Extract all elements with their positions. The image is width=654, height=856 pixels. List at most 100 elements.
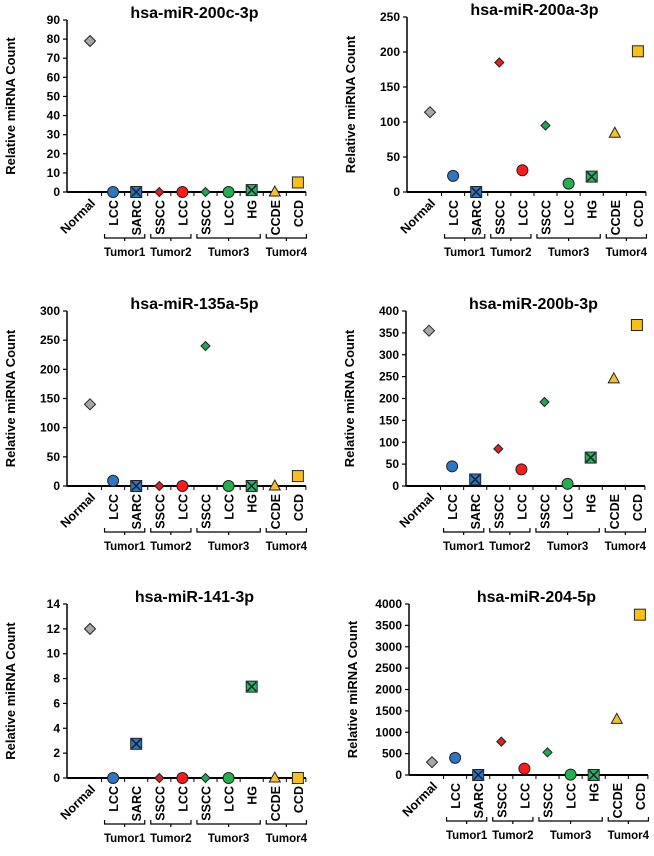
y-axis-label: Relative miRNA Count bbox=[345, 620, 360, 758]
group-label: Tumor3 bbox=[550, 830, 591, 842]
x-tick-label: Normal bbox=[58, 782, 98, 822]
group-bracket bbox=[607, 817, 650, 824]
x-tick-label: SARC bbox=[130, 200, 144, 235]
y-tick-label: 500 bbox=[382, 747, 402, 761]
data-point-sscc bbox=[200, 772, 211, 784]
x-tick-label: HG bbox=[246, 786, 260, 805]
y-tick-label: 250 bbox=[380, 10, 400, 24]
y-tick-label: 10 bbox=[47, 647, 61, 661]
data-point-lcc bbox=[449, 751, 462, 764]
group-bracket bbox=[490, 234, 532, 241]
data-point-lcc bbox=[222, 772, 235, 784]
y-tick-label: 1000 bbox=[375, 725, 402, 739]
data-point-sscc bbox=[200, 186, 211, 198]
x-tick-label: CCDE bbox=[269, 200, 283, 235]
data-point-lcc bbox=[176, 480, 189, 492]
x-tick-label: HG bbox=[246, 200, 260, 219]
y-tick-label: 0 bbox=[53, 479, 60, 493]
group-label: Tumor3 bbox=[208, 541, 249, 553]
x-tick-label: Normal bbox=[400, 779, 440, 819]
data-point-sscc bbox=[154, 480, 165, 492]
data-point-ccd bbox=[291, 470, 304, 483]
y-axis-label: Relative miRNA Count bbox=[3, 622, 18, 760]
group-label: Tumor1 bbox=[444, 247, 486, 259]
data-point-hg bbox=[587, 769, 600, 781]
data-point-ccde bbox=[607, 371, 621, 384]
group-label: Tumor1 bbox=[104, 833, 146, 845]
x-tick-label: CCD bbox=[634, 783, 648, 810]
data-point-sarc bbox=[470, 186, 483, 198]
chart-panel-5: hsa-miR-141-3p Relative miRNA Count 0 2 4 6 8 1… bbox=[3, 589, 308, 845]
x-tick-label: CCD bbox=[292, 200, 306, 227]
group-label: Tumor1 bbox=[443, 541, 485, 553]
x-tick-label: Normal bbox=[397, 490, 437, 530]
data-point-lcc bbox=[222, 480, 235, 492]
group-label: Tumor4 bbox=[266, 247, 308, 259]
data-point-lcc bbox=[446, 460, 459, 473]
group-label: Tumor4 bbox=[606, 247, 648, 259]
y-tick-label: 100 bbox=[380, 115, 400, 129]
y-tick-label: 0 bbox=[53, 185, 60, 199]
data-point-normal bbox=[83, 34, 97, 48]
data-point-lcc bbox=[518, 762, 531, 775]
y-tick-label: 20 bbox=[47, 147, 61, 161]
group-bracket bbox=[445, 817, 488, 824]
data-point-normal bbox=[425, 755, 439, 769]
data-point-lcc bbox=[447, 169, 460, 182]
y-tick-label: 1500 bbox=[375, 704, 402, 718]
x-tick-label: LCC bbox=[107, 786, 121, 812]
x-tick-label: LCC bbox=[516, 200, 530, 226]
y-tick-label: 4000 bbox=[375, 597, 402, 611]
data-point-lcc bbox=[107, 772, 120, 784]
y-tick-label: 0 bbox=[392, 479, 399, 493]
data-point-sscc bbox=[542, 747, 553, 758]
x-tick-label: SARC bbox=[472, 783, 486, 818]
y-tick-label: 4 bbox=[53, 721, 60, 735]
y-tick-label: 6 bbox=[53, 696, 60, 710]
group-label: Tumor1 bbox=[104, 541, 146, 553]
x-tick-label: LCC bbox=[446, 494, 460, 520]
chart-title: hsa-miR-200c-3p bbox=[130, 5, 258, 22]
group-label: Tumor2 bbox=[150, 541, 191, 553]
data-point-sarc bbox=[130, 186, 143, 198]
y-tick-label: 0 bbox=[393, 185, 400, 199]
group-label: Tumor2 bbox=[489, 541, 530, 553]
x-tick-label: SSCC bbox=[200, 786, 214, 821]
x-tick-label: Normal bbox=[398, 196, 438, 236]
data-point-hg bbox=[245, 680, 258, 693]
x-tick-label: SSCC bbox=[153, 200, 167, 235]
y-tick-label: 80 bbox=[47, 32, 61, 46]
y-tick-label: 50 bbox=[47, 89, 61, 103]
x-tick-label: LCC bbox=[223, 494, 237, 520]
group-label: Tumor4 bbox=[608, 830, 650, 842]
group-label: Tumor2 bbox=[492, 830, 533, 842]
chart-title: hsa-miR-200a-3p bbox=[470, 2, 598, 19]
data-point-lcc bbox=[176, 186, 189, 198]
group-bracket bbox=[489, 528, 531, 535]
y-tick-label: 200 bbox=[40, 362, 60, 376]
data-point-sscc bbox=[200, 340, 211, 352]
y-tick-label: 2000 bbox=[375, 683, 402, 697]
x-tick-label: SARC bbox=[470, 200, 484, 235]
data-point-sscc bbox=[494, 57, 505, 68]
data-point-sscc bbox=[539, 396, 550, 408]
group-bracket bbox=[605, 234, 648, 241]
x-tick-label: SSCC bbox=[542, 783, 556, 818]
y-tick-label: 400 bbox=[379, 304, 399, 318]
data-point-sscc bbox=[154, 772, 165, 784]
data-point-hg bbox=[245, 184, 258, 197]
y-tick-label: 90 bbox=[47, 13, 61, 27]
y-tick-label: 10 bbox=[47, 166, 61, 180]
group-label: Tumor2 bbox=[150, 833, 191, 845]
x-tick-label: LCC bbox=[562, 494, 576, 520]
chart-title: hsa-miR-141-3p bbox=[135, 589, 254, 606]
chart-panel-4: hsa-miR-200b-3p Relative miRNA Count 0 50 10… bbox=[342, 296, 647, 553]
x-tick-label: SSCC bbox=[200, 494, 214, 529]
data-point-ccd bbox=[633, 608, 646, 621]
x-tick-label: SSCC bbox=[153, 786, 167, 821]
y-tick-label: 300 bbox=[379, 348, 399, 362]
data-point-ccde bbox=[610, 712, 624, 724]
x-tick-label: LCC bbox=[176, 200, 190, 226]
data-point-ccd bbox=[631, 45, 644, 58]
group-bracket bbox=[604, 528, 647, 535]
